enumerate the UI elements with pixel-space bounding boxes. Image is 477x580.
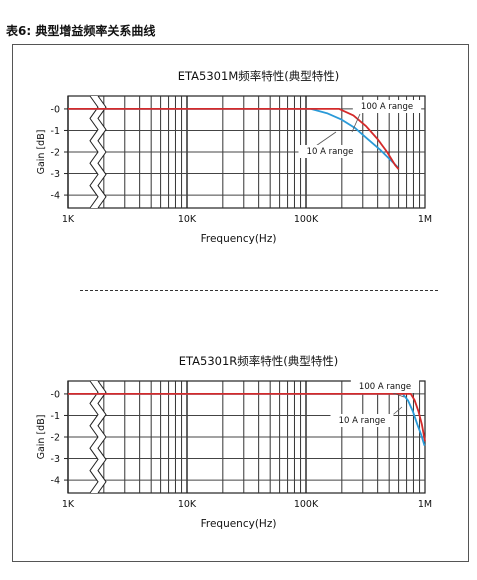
axis-break-line <box>89 95 99 209</box>
axis-break-line <box>89 380 99 494</box>
annotation-label: 100 A range <box>361 102 413 112</box>
y-tick-label: -4 <box>51 191 60 202</box>
y-tick-label: -2 <box>51 433 60 444</box>
x-axis-label: Frequency(Hz) <box>201 233 277 245</box>
chart-eta5301r: ETA5301R频率特性(典型特性) -0 -1 -2 -3 -4 1K 10K 100K 1M F… <box>36 354 432 530</box>
annotation-leader <box>392 392 405 398</box>
y-tick-label: -4 <box>51 476 60 487</box>
annotation-bg <box>352 100 422 113</box>
x-tick-label: 1K <box>62 499 75 510</box>
annotation-leader <box>351 113 361 133</box>
y-tick-label: -3 <box>51 454 60 465</box>
x-tick-label: 1K <box>62 214 75 225</box>
annotation-bg <box>298 145 362 158</box>
chart-separator <box>80 290 438 291</box>
x-tick-label: 1M <box>418 214 432 225</box>
y-tick-label: -0 <box>51 389 60 400</box>
annotation-label: 10 A range <box>339 416 386 426</box>
y-axis-label: Gain [dB] <box>36 130 47 175</box>
y-tick-label: -1 <box>51 126 60 137</box>
x-tick-label: 10K <box>178 214 197 225</box>
series-line-100a <box>68 393 426 442</box>
annotation-bg <box>350 380 420 393</box>
x-axis-label: Frequency(Hz) <box>201 518 277 530</box>
x-tick-label: 10K <box>178 499 197 510</box>
y-tick-label: -3 <box>51 169 60 180</box>
x-tick-label: 1M <box>418 499 432 510</box>
chart-title: ETA5301R频率特性(典型特性) <box>179 354 339 368</box>
annotation-bg <box>330 414 394 427</box>
y-tick-label: -0 <box>51 104 60 115</box>
series-line-10a <box>68 108 399 168</box>
chart-eta5301m: ETA5301M频率特性(典型特性) -0 -1 -2 -3 -4 1K 10K 100K 1M F… <box>36 69 432 245</box>
y-tick-label: -1 <box>51 411 60 422</box>
series-line-100a <box>68 108 400 170</box>
axis-break-line <box>97 95 107 209</box>
page-title: 表6: 典型增益频率关系曲线 <box>6 24 156 38</box>
x-tick-label: 100K <box>294 499 319 510</box>
y-axis-label: Gain [dB] <box>36 415 47 460</box>
y-tick-label: -2 <box>51 148 60 159</box>
axis-break-line <box>97 380 107 494</box>
figure-frame <box>12 44 469 562</box>
annotation-label: 10 A range <box>307 147 354 157</box>
annotation-label: 100 A range <box>359 382 411 392</box>
x-tick-label: 100K <box>294 214 319 225</box>
chart-title: ETA5301M频率特性(典型特性) <box>178 69 339 83</box>
